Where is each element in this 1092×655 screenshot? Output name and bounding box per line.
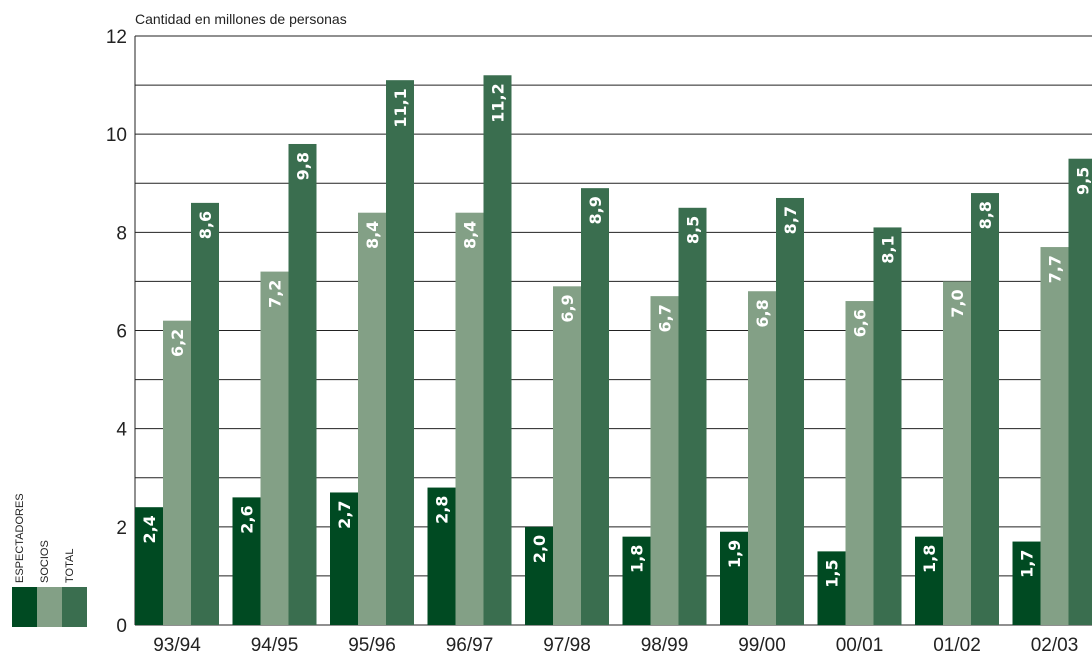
bar-total <box>678 207 707 625</box>
bar-total <box>386 80 414 626</box>
bar-socios <box>943 281 971 625</box>
bar-value-label: 1,9 <box>725 540 744 568</box>
y-tick-label: 8 <box>116 223 127 244</box>
x-tick-label: 95/96 <box>348 635 396 655</box>
y-tick-label: 0 <box>116 616 127 637</box>
y-tick-label: 6 <box>116 322 127 343</box>
bar-value-label: 8,5 <box>684 216 703 244</box>
bar-espectadores <box>135 507 163 625</box>
bar-value-label: 1,8 <box>920 545 939 573</box>
bar-socios <box>845 301 874 625</box>
bar-value-label: 7,7 <box>1046 255 1065 283</box>
bar-value-label: 2,0 <box>530 535 549 563</box>
y-tick-label: 10 <box>106 125 127 146</box>
y-axis-title: Cantidad en millones de personas <box>135 11 347 27</box>
bar-value-label: 8,9 <box>586 196 605 224</box>
bar-value-label: 7,2 <box>266 280 285 308</box>
bar-value-label: 6,2 <box>168 329 187 357</box>
bar-value-label: 6,6 <box>851 309 870 337</box>
legend-label: ESPECTADORES <box>14 493 26 583</box>
bar-value-label: 8,4 <box>461 221 480 249</box>
x-tick-label: 00/01 <box>836 635 884 655</box>
bar-espectadores <box>817 551 846 625</box>
bar-total <box>971 193 999 626</box>
bar-value-label: 7,0 <box>948 289 967 317</box>
x-tick-label: 02/03 <box>1031 635 1079 655</box>
bar-socios <box>163 320 191 625</box>
bar-total <box>1068 158 1092 626</box>
bar-espectadores <box>525 526 553 625</box>
legend-label: SOCIOS <box>39 540 51 583</box>
bar-value-label: 2,6 <box>238 505 257 533</box>
bar-total <box>191 202 219 625</box>
bar-value-label: 8,8 <box>976 201 995 229</box>
bar-value-label: 9,5 <box>1074 167 1092 195</box>
bar-espectadores <box>427 487 456 625</box>
bar-value-label: 2,8 <box>433 496 452 524</box>
bar-value-label: 1,5 <box>823 559 842 587</box>
bar-socios <box>553 286 581 625</box>
bar-socios <box>358 212 386 625</box>
y-tick-label: 2 <box>116 518 127 539</box>
x-tick-label: 99/00 <box>738 635 786 655</box>
bar-value-label: 2,4 <box>140 515 159 543</box>
x-tick-label: 98/99 <box>641 635 689 655</box>
bar-value-label: 11,2 <box>489 83 508 122</box>
bar-value-label: 6,8 <box>753 299 772 327</box>
bar-socios <box>455 212 484 625</box>
bars: 2,4 6,2 8,6 2,6 7,2 9,8 2,7 8,4 11,1 2,8 8,4 11,2 2,… <box>135 75 1092 626</box>
bar-total <box>776 197 804 625</box>
bar-value-label: 11,1 <box>391 88 410 127</box>
bar-value-label: 1,8 <box>628 545 647 573</box>
bar-espectadores <box>232 497 261 625</box>
bar-total <box>288 143 317 625</box>
bar-socios <box>748 291 776 625</box>
bar-total <box>483 75 512 626</box>
x-tick-label: 97/98 <box>543 635 591 655</box>
bar-value-label: 8,4 <box>363 221 382 249</box>
x-tick-label: 96/97 <box>446 635 494 655</box>
bar-espectadores <box>915 536 943 625</box>
bar-value-label: 6,7 <box>656 304 675 332</box>
bar-espectadores <box>330 492 358 625</box>
x-tick-labels: 93/94 94/95 95/96 96/97 97/98 98/99 99/00 00/01… <box>153 635 1078 655</box>
y-tick-labels: 0 2 4 6 8 10 12 <box>106 27 128 637</box>
y-tick-label: 12 <box>106 27 127 48</box>
legend-swatch <box>37 587 62 627</box>
bar-espectadores <box>720 531 748 625</box>
bar-total <box>581 188 609 626</box>
bar-value-label: 6,9 <box>558 294 577 322</box>
x-tick-label: 01/02 <box>933 635 981 655</box>
bar-socios <box>650 296 679 625</box>
x-tick-label: 93/94 <box>153 635 201 655</box>
bar-socios <box>260 271 289 625</box>
y-tick-label: 4 <box>116 420 127 441</box>
x-tick-label: 94/95 <box>251 635 299 655</box>
legend-swatch <box>12 587 37 627</box>
bar-value-label: 8,7 <box>781 206 800 234</box>
bar-espectadores <box>622 536 651 625</box>
bar-value-label: 1,7 <box>1018 550 1037 578</box>
bar-value-label: 2,7 <box>335 500 354 528</box>
legend-swatch <box>62 587 87 627</box>
bar-value-label: 9,8 <box>294 152 313 180</box>
legend: ESPECTADORES SOCIOS TOTAL <box>12 493 87 627</box>
bar-value-label: 8,6 <box>196 211 215 239</box>
bar-value-label: 8,1 <box>879 235 898 263</box>
bar-total <box>873 227 902 626</box>
bar-espectadores <box>1012 541 1041 625</box>
bar-socios <box>1040 247 1069 625</box>
legend-label: TOTAL <box>64 549 76 583</box>
